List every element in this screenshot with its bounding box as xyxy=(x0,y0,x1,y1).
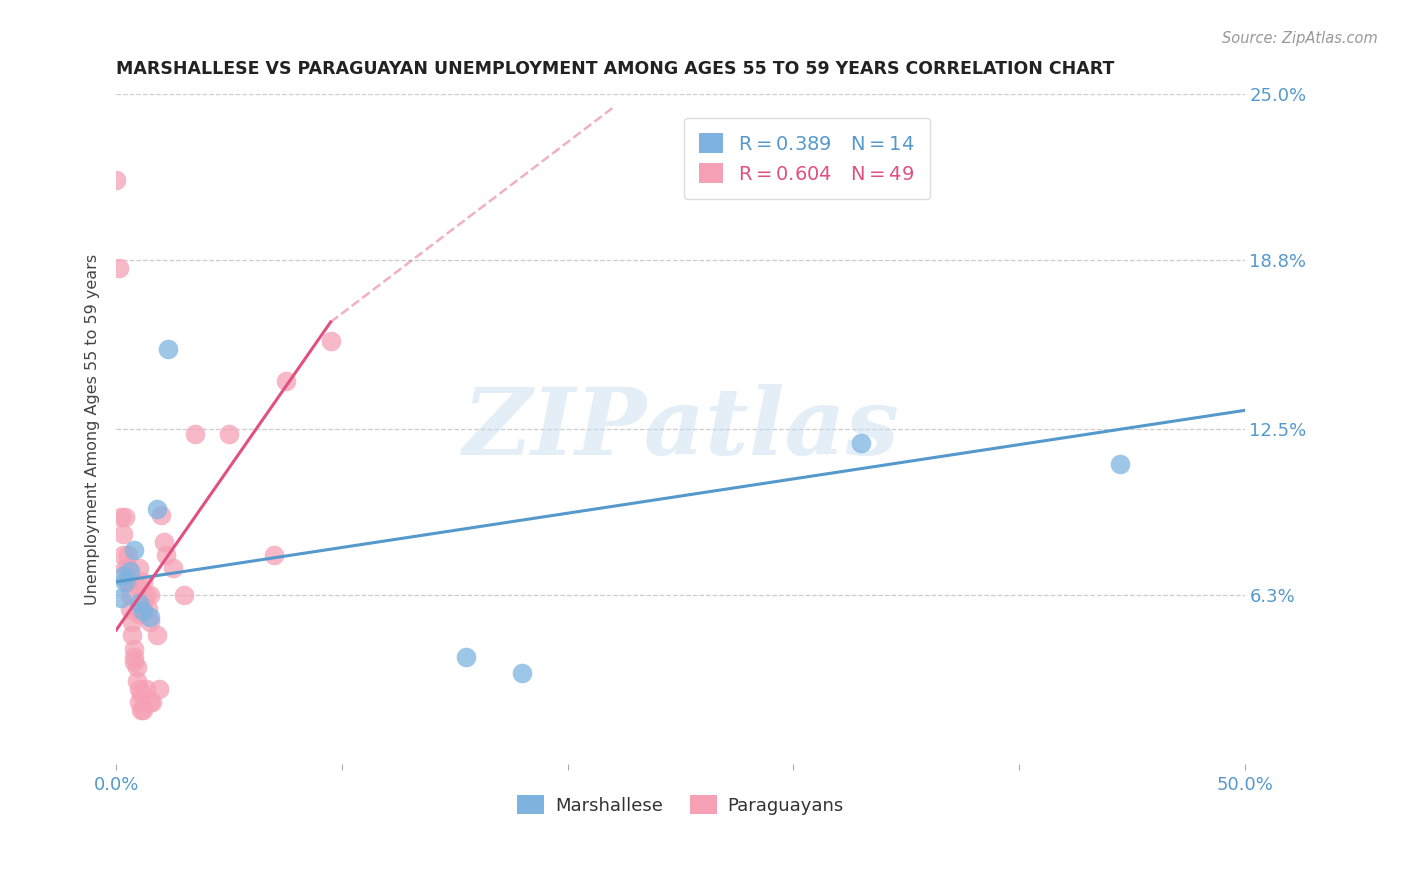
Point xyxy=(110,510,132,524)
Point xyxy=(112,526,135,541)
Point xyxy=(129,687,152,701)
Point xyxy=(139,609,162,624)
Point xyxy=(146,502,169,516)
Point xyxy=(124,655,146,669)
Point xyxy=(128,580,150,594)
Point xyxy=(148,681,170,696)
Point xyxy=(129,703,152,717)
Point xyxy=(274,374,297,388)
Point xyxy=(139,695,162,709)
Text: ZIPatlas: ZIPatlas xyxy=(463,384,898,475)
Legend: Marshallese, Paraguayans: Marshallese, Paraguayans xyxy=(509,788,851,822)
Point xyxy=(135,588,157,602)
Point xyxy=(152,534,174,549)
Point xyxy=(132,604,155,618)
Point xyxy=(107,261,129,276)
Point xyxy=(139,615,162,629)
Point xyxy=(162,561,184,575)
Point xyxy=(128,596,150,610)
Point xyxy=(128,607,150,621)
Point xyxy=(125,660,148,674)
Point xyxy=(146,628,169,642)
Point xyxy=(112,548,135,562)
Point xyxy=(105,173,128,187)
Point xyxy=(132,574,155,589)
Point xyxy=(1109,457,1132,471)
Point xyxy=(117,574,139,589)
Point xyxy=(136,601,159,615)
Point xyxy=(118,601,141,615)
Point xyxy=(121,615,143,629)
Point xyxy=(128,695,150,709)
Point xyxy=(512,665,534,680)
Point xyxy=(157,342,180,356)
Point xyxy=(454,649,477,664)
Point xyxy=(121,628,143,642)
Point xyxy=(110,591,132,605)
Point xyxy=(319,334,342,348)
Point xyxy=(117,548,139,562)
Point xyxy=(128,681,150,696)
Point xyxy=(112,569,135,583)
Point xyxy=(114,510,136,524)
Point xyxy=(117,574,139,589)
Point xyxy=(118,588,141,602)
Point xyxy=(114,561,136,575)
Point xyxy=(135,681,157,696)
Point xyxy=(184,427,207,442)
Point xyxy=(118,564,141,578)
Point xyxy=(155,548,177,562)
Point xyxy=(125,673,148,688)
Point xyxy=(124,542,146,557)
Point xyxy=(218,427,240,442)
Text: MARSHALLESE VS PARAGUAYAN UNEMPLOYMENT AMONG AGES 55 TO 59 YEARS CORRELATION CHA: MARSHALLESE VS PARAGUAYAN UNEMPLOYMENT A… xyxy=(117,60,1115,78)
Point xyxy=(124,649,146,664)
Point xyxy=(849,435,872,450)
Point xyxy=(150,508,173,522)
Point xyxy=(128,561,150,575)
Point xyxy=(139,588,162,602)
Point xyxy=(141,695,163,709)
Y-axis label: Unemployment Among Ages 55 to 59 years: Unemployment Among Ages 55 to 59 years xyxy=(86,253,100,605)
Point xyxy=(132,703,155,717)
Text: Source: ZipAtlas.com: Source: ZipAtlas.com xyxy=(1222,31,1378,46)
Point xyxy=(114,574,136,589)
Point xyxy=(132,601,155,615)
Point xyxy=(173,588,195,602)
Point xyxy=(124,641,146,656)
Point xyxy=(263,548,285,562)
Point xyxy=(117,561,139,575)
